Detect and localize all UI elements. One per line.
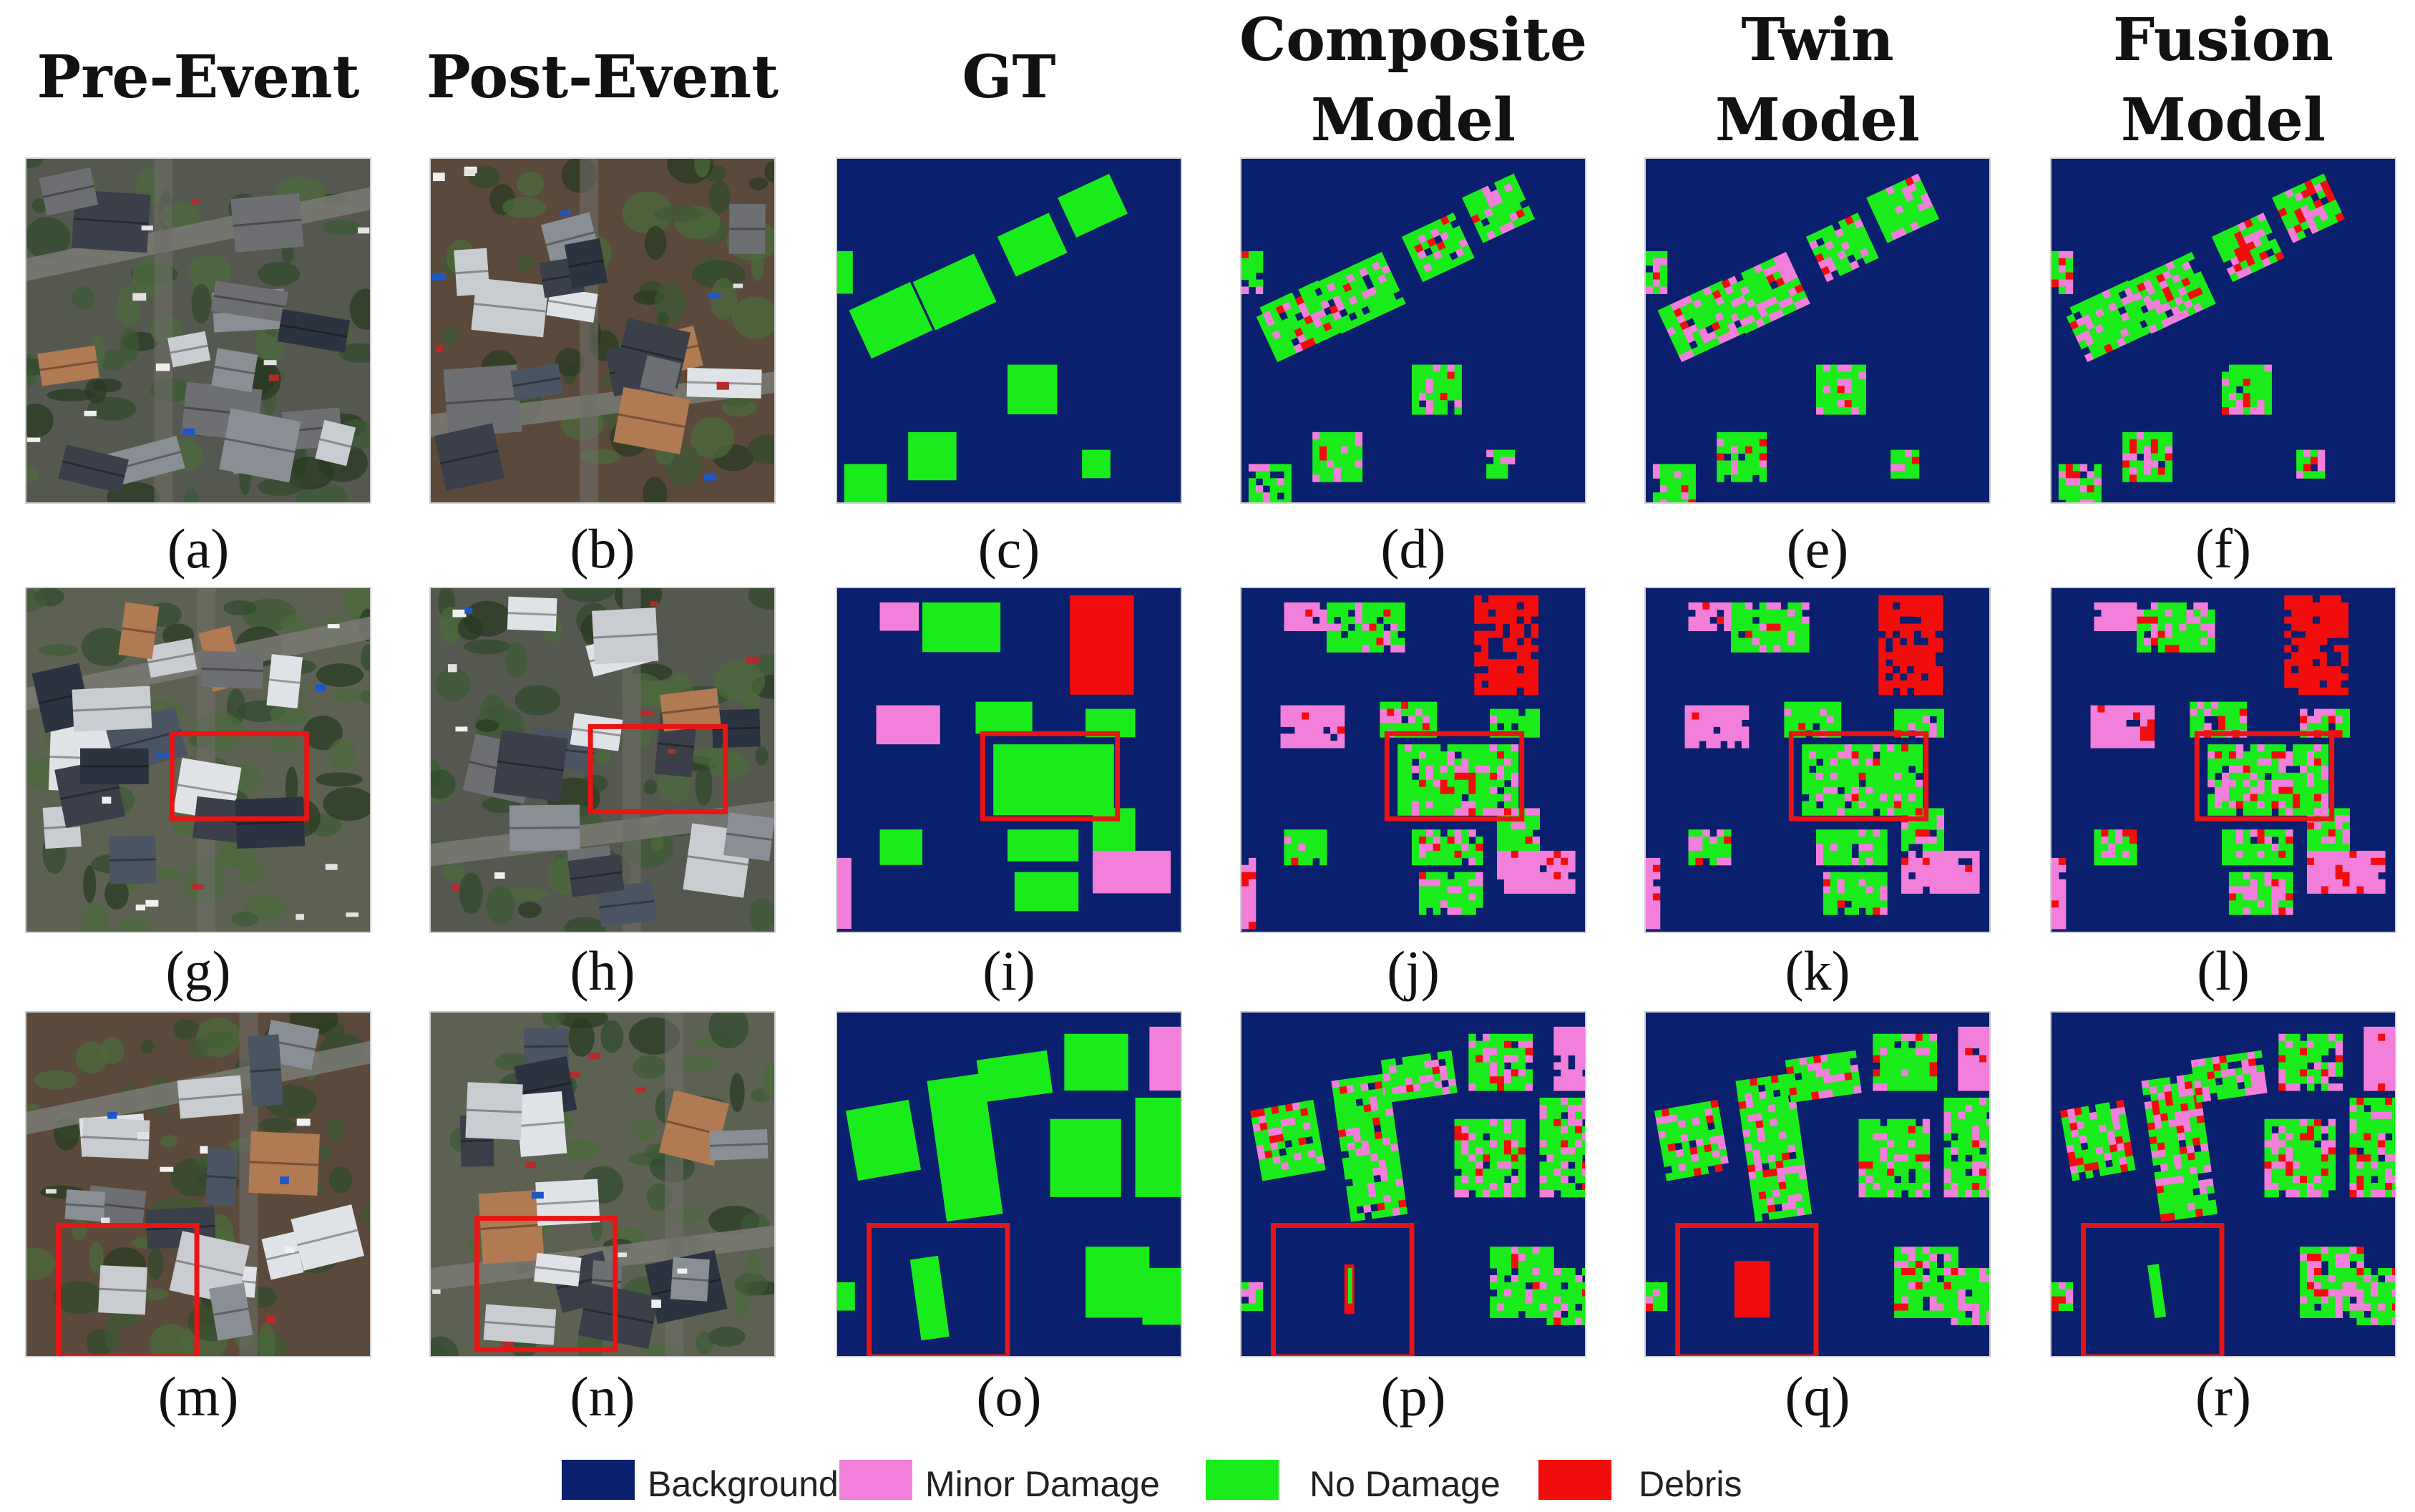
column-title-line: Model	[1714, 86, 1921, 155]
column-title: Post-Event	[402, 37, 803, 117]
column-title: Composite Model	[1213, 0, 1614, 160]
legend-swatch	[839, 1460, 912, 1500]
segmentation-map	[837, 159, 1181, 502]
column-title-line: GT	[962, 43, 1056, 112]
panel-post-event-row-1	[429, 157, 776, 504]
highlight-box	[169, 731, 310, 821]
segmentation-map	[2051, 1013, 2395, 1356]
column-title-line: Composite	[1239, 6, 1588, 74]
aerial-image	[431, 159, 774, 502]
panel-caption: (r)	[2195, 1365, 2251, 1428]
panel-caption: (e)	[1786, 517, 1849, 580]
panel-pre-event-row-1	[25, 157, 371, 504]
segmentation-map	[1646, 588, 1989, 932]
panel-caption: (c)	[977, 517, 1040, 580]
column-title: GT	[809, 37, 1209, 117]
segmentation-map	[1646, 159, 1989, 502]
panel-ground-truth-row-1	[836, 157, 1182, 504]
highlight-box	[1675, 1223, 1819, 1356]
column-title-line: Post-Event	[426, 43, 779, 112]
aerial-image	[431, 588, 774, 932]
column-title: Pre-Event	[0, 37, 399, 117]
highlight-box	[2081, 1223, 2225, 1356]
panel-caption: (o)	[976, 1365, 1042, 1428]
panel-fusion-model-row-1	[2050, 157, 2396, 504]
panel-twin-model-row-2	[1644, 587, 1991, 933]
segmentation-map	[837, 1013, 1181, 1356]
panel-caption: (g)	[165, 940, 231, 1002]
column-title-line: Twin	[1741, 6, 1894, 74]
legend-swatch	[1538, 1460, 1611, 1500]
column-title-line: Model	[2120, 86, 2326, 155]
panel-fusion-model-row-2	[2050, 587, 2396, 933]
highlight-box	[1384, 731, 1525, 821]
panel-caption: (f)	[2195, 517, 2251, 580]
panel-ground-truth-row-2	[836, 587, 1182, 933]
segmentation-map	[837, 588, 1181, 932]
highlight-box	[867, 1223, 1010, 1356]
segmentation-map	[1241, 159, 1585, 502]
highlight-box	[1788, 731, 1929, 821]
segmentation-map	[1241, 588, 1585, 932]
aerial-image	[431, 1013, 774, 1356]
panel-caption: (m)	[157, 1365, 239, 1428]
panel-caption: (l)	[2197, 940, 2250, 1002]
panel-caption: (p)	[1380, 1365, 1446, 1428]
highlight-box	[980, 731, 1121, 821]
panel-composite-model-row-2	[1240, 587, 1586, 933]
panel-ground-truth-row-3	[836, 1011, 1182, 1357]
panel-post-event-row-2	[429, 587, 776, 933]
panel-caption: (q)	[1785, 1365, 1850, 1428]
highlight-box	[587, 723, 728, 814]
legend-swatch	[562, 1460, 635, 1500]
segmentation-map	[2051, 159, 2395, 502]
panel-twin-model-row-3	[1644, 1011, 1991, 1357]
legend-label: Background	[648, 1464, 839, 1504]
panel-caption: (n)	[570, 1365, 635, 1428]
column-title: Twin Model	[1617, 0, 2018, 160]
segmentation-map	[2051, 588, 2395, 932]
panel-caption: (b)	[570, 517, 635, 580]
panel-caption: (h)	[570, 940, 635, 1002]
segmentation-map	[1241, 1013, 1585, 1356]
panel-pre-event-row-3	[25, 1011, 371, 1357]
column-title-line: Fusion	[2112, 6, 2334, 74]
panel-fusion-model-row-3	[2050, 1011, 2396, 1357]
aerial-image	[26, 588, 370, 932]
panel-twin-model-row-1	[1644, 157, 1991, 504]
highlight-box	[56, 1223, 200, 1356]
highlight-box	[1271, 1223, 1415, 1356]
panel-caption: (d)	[1380, 517, 1446, 580]
panel-composite-model-row-1	[1240, 157, 1586, 504]
legend-swatch	[1206, 1460, 1279, 1500]
panel-composite-model-row-3	[1240, 1011, 1586, 1357]
legend-label: Debris	[1639, 1464, 1742, 1504]
aerial-image	[26, 1013, 370, 1356]
panel-caption: (i)	[982, 940, 1035, 1002]
legend-label: Minor Damage	[925, 1464, 1160, 1504]
legend-label: No Damage	[1309, 1464, 1501, 1504]
panel-post-event-row-3	[429, 1011, 776, 1357]
column-title: Fusion Model	[2023, 0, 2415, 160]
segmentation-map	[1646, 1013, 1989, 1356]
panel-caption: (k)	[1785, 940, 1850, 1002]
column-title-line: Model	[1310, 86, 1516, 155]
column-title-line: Pre-Event	[36, 43, 360, 112]
aerial-image	[26, 159, 370, 502]
panel-caption: (a)	[167, 517, 230, 580]
panel-pre-event-row-2	[25, 587, 371, 933]
highlight-box	[2194, 731, 2335, 821]
highlight-box	[474, 1216, 618, 1352]
panel-caption: (j)	[1387, 940, 1440, 1002]
